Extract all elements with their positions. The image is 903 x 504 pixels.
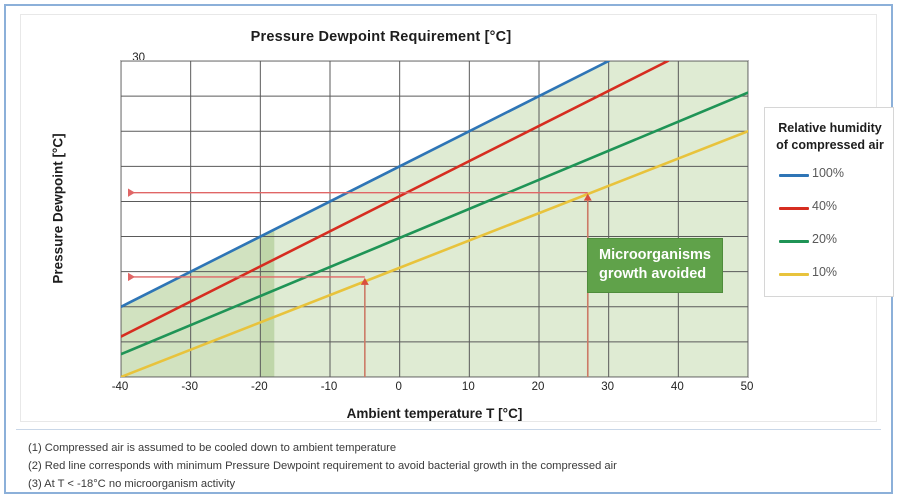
legend-swatch-line (779, 240, 809, 243)
x-tick-label: 40 (670, 381, 684, 393)
legend-item-label: 10% (812, 265, 838, 279)
legend-item-label: 40% (812, 199, 838, 213)
page-frame: Pressure Dewpoint Requirement [°C] Press… (4, 4, 894, 494)
legend-item-label: 100% (812, 166, 844, 180)
callout-line-2: growth avoided (599, 265, 707, 282)
plot-svg (121, 61, 748, 377)
footnote-2: (2) Red line corresponds with minimum Pr… (28, 460, 617, 473)
series-line-40pct (121, 61, 670, 338)
x-tick-label: 20 (531, 381, 545, 393)
annotation-arrowhead (360, 277, 369, 285)
plot-wrapper: Pressure Dewpoint [°C] Ambient temperatu… (21, 15, 894, 423)
plot-area (120, 60, 749, 378)
legend-item-label: 20% (812, 232, 838, 246)
legend-panel: Relative humidity of compressed air 100%… (764, 107, 894, 297)
section-divider (16, 429, 881, 430)
x-tick-label: -20 (251, 381, 268, 393)
x-axis-title: Ambient temperature T [°C] (346, 406, 523, 421)
legend-item-20pct[interactable]: 20% (779, 232, 889, 250)
series-line-100pct (121, 61, 610, 309)
series-line-20pct (121, 91, 748, 356)
x-tick-label: 0 (395, 381, 402, 393)
x-tick-label: 30 (601, 381, 615, 393)
chart-title: Pressure Dewpoint Requirement [°C] (250, 29, 512, 45)
shaded-region-left (121, 61, 609, 377)
footnote-3: (3) At T < -18°C no microorganism activi… (28, 478, 236, 491)
legend-title-line-1: Relative humidity (778, 121, 882, 135)
microorganisms-callout: Microorganisms growth avoided (587, 238, 723, 294)
annotation-arrowhead (583, 193, 592, 201)
legend-swatch-line (779, 273, 809, 276)
x-tick-label: 10 (461, 381, 475, 393)
footnote-1: (1) Compressed air is assumed to be cool… (28, 442, 397, 454)
legend-title-line-2: of compressed air (776, 137, 884, 152)
series-line-10pct (121, 129, 748, 377)
x-tick-label: -40 (111, 381, 129, 393)
legend-item-10pct[interactable]: 10% (779, 265, 889, 283)
x-tick-label: -10 (320, 381, 338, 393)
y-axis-title: Pressure Dewpoint [°C] (50, 133, 66, 284)
shaded-region-lighten (274, 61, 748, 377)
shaded-band-minus18 (260, 229, 275, 377)
x-tick-label: -30 (181, 381, 198, 393)
legend-swatch-line (779, 174, 809, 177)
legend-item-40pct[interactable]: 40% (779, 199, 889, 217)
x-tick-label: 50 (740, 381, 754, 393)
legend-item-100pct[interactable]: 100% (779, 166, 889, 184)
legend-title: Relative humidity of compressed air (765, 120, 895, 154)
footnotes: (1) Compressed air is assumed to be cool… (28, 439, 868, 493)
callout-line-1: Microorganisms (599, 247, 711, 263)
chart-card: Pressure Dewpoint Requirement [°C] Press… (20, 14, 894, 423)
legend-swatch-line (779, 207, 809, 210)
